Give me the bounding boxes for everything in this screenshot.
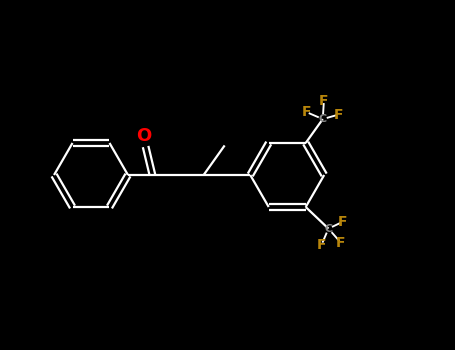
Text: F: F [319,94,329,108]
Text: F: F [317,238,326,252]
Text: O: O [136,127,152,145]
Text: F: F [338,215,348,229]
Text: C: C [324,224,333,234]
Text: F: F [336,236,346,250]
Text: F: F [302,105,312,119]
Text: C: C [318,114,327,124]
Text: F: F [334,107,344,121]
